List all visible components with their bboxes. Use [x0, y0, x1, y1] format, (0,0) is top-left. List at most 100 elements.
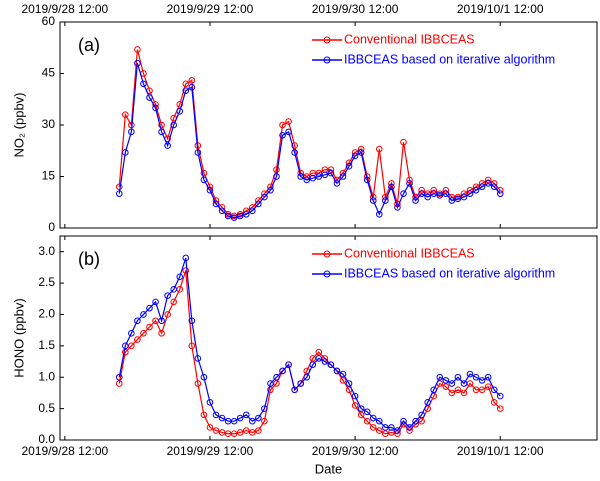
point	[267, 186, 274, 194]
x-tick-label: 2019/10/1 12:00	[457, 444, 544, 458]
panel-label: (b)	[78, 249, 100, 269]
point	[176, 101, 184, 108]
point	[200, 411, 208, 419]
point	[140, 311, 147, 318]
point	[158, 121, 165, 129]
point	[388, 429, 395, 436]
point	[206, 186, 214, 194]
legend-marker	[323, 250, 331, 258]
point	[424, 193, 431, 201]
point	[478, 377, 486, 384]
point	[200, 176, 208, 184]
point	[249, 417, 256, 425]
x-tick-label: 2019/9/30 12:00	[312, 444, 399, 458]
point	[291, 386, 298, 394]
point	[388, 424, 395, 431]
point	[394, 427, 401, 434]
point	[122, 348, 129, 356]
point	[490, 183, 498, 191]
point	[309, 361, 317, 368]
point	[339, 377, 347, 384]
point	[430, 190, 438, 197]
point	[134, 59, 141, 67]
point	[382, 197, 389, 204]
point	[478, 386, 486, 394]
point	[466, 190, 474, 197]
point	[315, 348, 323, 356]
point	[212, 427, 220, 434]
point	[303, 373, 311, 381]
point	[224, 212, 232, 220]
point	[176, 273, 184, 281]
point	[303, 176, 311, 184]
point	[363, 176, 371, 184]
point	[218, 414, 226, 422]
point	[255, 427, 262, 434]
point	[122, 111, 129, 118]
point	[339, 370, 347, 378]
y-tick-label: 1.5	[38, 338, 55, 352]
panel-label: (a)	[78, 35, 100, 55]
point	[134, 317, 141, 325]
point	[188, 83, 196, 91]
point	[496, 190, 504, 197]
point	[164, 311, 171, 318]
point	[442, 383, 450, 390]
point	[460, 380, 468, 387]
point	[218, 429, 226, 436]
point	[273, 373, 280, 381]
point	[230, 214, 238, 221]
point	[249, 207, 256, 215]
y-tick-label: 15	[42, 169, 56, 183]
point	[388, 183, 395, 191]
point	[454, 386, 462, 394]
point	[249, 429, 256, 436]
point	[164, 292, 171, 299]
point	[357, 411, 365, 419]
point	[412, 197, 419, 204]
point	[188, 317, 196, 325]
point	[146, 323, 153, 331]
point	[357, 149, 365, 156]
series-line	[118, 49, 501, 217]
point	[170, 121, 177, 129]
point	[430, 186, 438, 194]
point	[375, 210, 383, 218]
point	[170, 298, 177, 306]
point	[182, 267, 190, 274]
point	[454, 195, 462, 203]
point	[261, 417, 268, 425]
y-tick-label: 30	[42, 117, 56, 131]
point	[279, 367, 286, 375]
point	[255, 200, 262, 208]
point	[406, 424, 413, 431]
point	[122, 149, 129, 156]
point	[291, 142, 298, 149]
point	[321, 171, 329, 179]
x-tick-label: 2019/9/28 12:00	[21, 2, 108, 16]
point	[273, 173, 280, 180]
point	[460, 193, 468, 201]
point	[297, 380, 304, 387]
point	[442, 186, 450, 194]
point	[158, 128, 165, 136]
legend-label: IBBCEAS based on iterative algorithm	[344, 266, 555, 280]
x-tick-label: 2019/9/29 12:00	[167, 444, 254, 458]
point	[436, 192, 444, 199]
point	[285, 118, 292, 125]
point	[212, 411, 220, 419]
point	[200, 373, 208, 381]
point	[333, 180, 341, 187]
point	[394, 204, 401, 211]
point	[375, 145, 383, 153]
point	[182, 254, 190, 262]
point	[194, 149, 202, 156]
point	[448, 389, 456, 397]
point	[369, 424, 377, 431]
point	[315, 169, 323, 177]
y-tick-label: 0	[48, 220, 55, 234]
point	[279, 132, 286, 139]
point	[400, 138, 407, 146]
point	[412, 417, 419, 425]
